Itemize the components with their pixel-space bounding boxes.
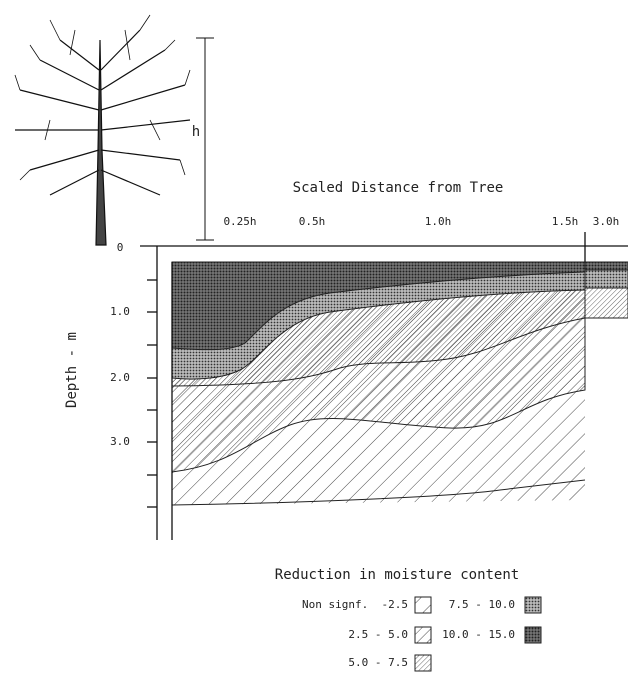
legend-swatch [525, 627, 541, 643]
x-label: 1.0h [425, 215, 452, 228]
legend-swatch [525, 597, 541, 613]
y-label: 3.0 [110, 435, 130, 448]
legend-label: 2.5 - 5.0 [348, 628, 408, 641]
height-label: h [192, 124, 200, 140]
tree [15, 15, 190, 245]
y-label: 0 [117, 241, 124, 254]
legend-label: 5.0 - 7.5 [348, 656, 408, 669]
moisture-regions [172, 262, 628, 505]
legend-swatch [415, 627, 431, 643]
title: Scaled Distance from Tree [293, 180, 504, 196]
y-title: Depth - m [64, 332, 80, 408]
y-label: 2.0 [110, 371, 130, 384]
legend-label: Non signf. -2.5 [302, 598, 408, 611]
legend-swatch [415, 597, 431, 613]
y-label: 1.0 [110, 305, 130, 318]
x-label: 0.5h [299, 215, 326, 228]
x-label: 1.5h [552, 215, 579, 228]
x-label: 0.25h [223, 215, 256, 228]
legend-swatch [415, 655, 431, 671]
legend-label: 10.0 - 15.0 [442, 628, 515, 641]
legend-title: Reduction in moisture content [275, 567, 519, 583]
legend-label: 7.5 - 10.0 [449, 598, 515, 611]
x-label: 3.0h [593, 215, 620, 228]
figure: h Scaled Distance from Tree 0.25h 0.5h 1… [0, 0, 628, 681]
